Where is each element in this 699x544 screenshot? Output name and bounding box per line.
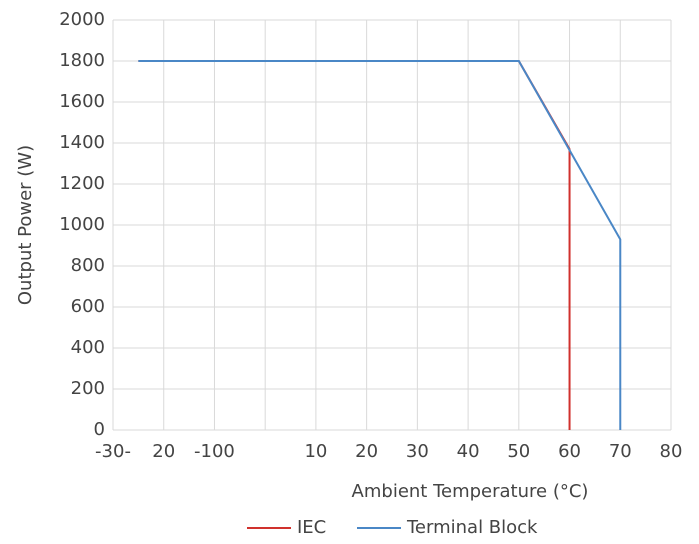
x-tick-label: 50	[507, 441, 530, 462]
y-tick-label: 0	[94, 419, 105, 440]
y-tick-label: 1600	[59, 91, 105, 112]
x-tick-label: 80	[660, 441, 683, 462]
line	[138, 60, 571, 430]
y-tick-label: 2000	[59, 9, 105, 30]
y-tick-label: 1800	[59, 50, 105, 71]
x-tick-label: 30	[406, 441, 429, 462]
y-tick-label: 800	[71, 255, 105, 276]
x-tick-label: 20	[152, 441, 175, 462]
y-tick-label: 200	[71, 378, 105, 399]
x-tick-label: 20	[355, 441, 378, 462]
legend-label: Terminal Block	[406, 517, 538, 538]
x-tick-label: -30-	[95, 441, 131, 462]
x-tick-label: 40	[457, 441, 480, 462]
y-tick-label: 1400	[59, 132, 105, 153]
y-tick-label: 1000	[59, 214, 105, 235]
x-tick-label: 60	[558, 441, 581, 462]
x-tick-label: -100	[194, 441, 235, 462]
x-tick-label: 70	[609, 441, 632, 462]
y-tick-label: 400	[71, 337, 105, 358]
y-axis-title: Output Power (W)	[15, 145, 36, 305]
line	[138, 60, 622, 430]
y-tick-label: 600	[71, 296, 105, 317]
x-axis-title: Ambient Temperature (°C)	[352, 481, 589, 502]
x-tick-label: 10	[304, 441, 327, 462]
legend-label: IEC	[297, 517, 326, 538]
y-tick-label: 1200	[59, 173, 105, 194]
